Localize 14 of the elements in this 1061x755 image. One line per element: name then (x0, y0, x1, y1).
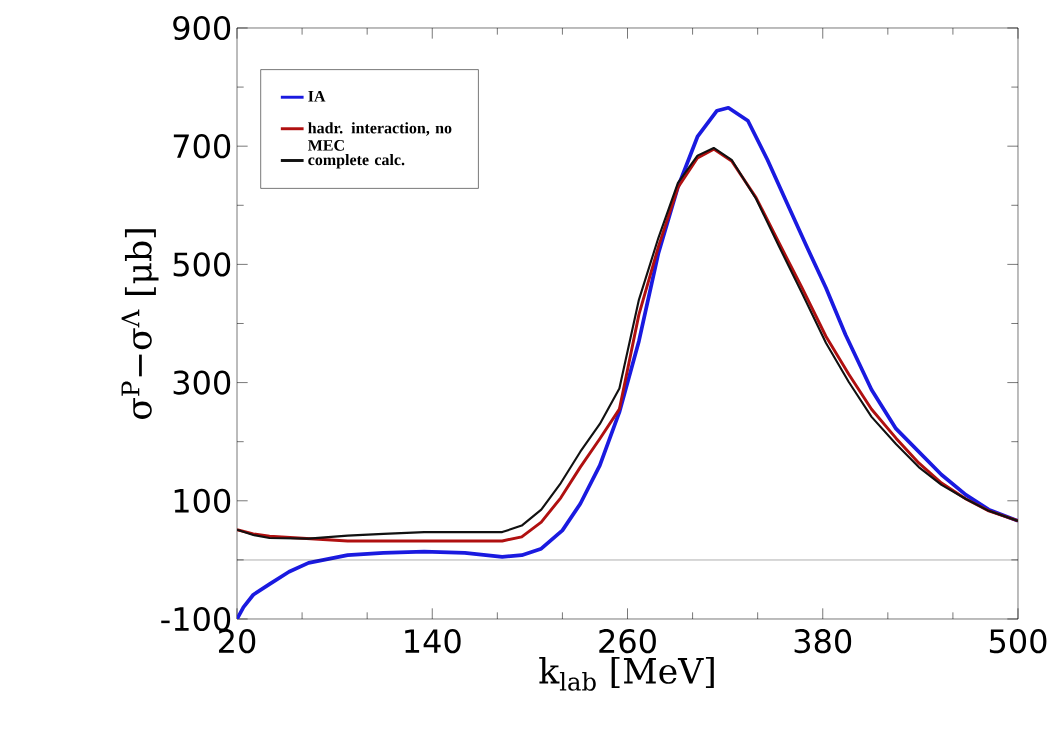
x-tick-label: 20 (218, 629, 256, 654)
x-tick-label: 500 (989, 629, 1047, 654)
x-tick-label: 140 (405, 629, 461, 654)
x-tick-label: 380 (794, 629, 852, 654)
y-tick-label: 500 (173, 252, 231, 277)
x-tick-label: 260 (599, 629, 656, 654)
y-axis-title: σ$^{P}$−σ$^{Λ}$ [μb] (121, 229, 159, 419)
legend-label: IA (308, 90, 326, 102)
y-tick-label: 700 (173, 134, 231, 159)
y-tick-label: 300 (173, 370, 231, 395)
legend-label: complete calc. (308, 153, 405, 169)
y-tick-label: 100 (174, 488, 231, 513)
y-tick-label: 900 (173, 15, 231, 41)
x-axis-title: k$_{lab}$ [MeV] (539, 657, 714, 691)
